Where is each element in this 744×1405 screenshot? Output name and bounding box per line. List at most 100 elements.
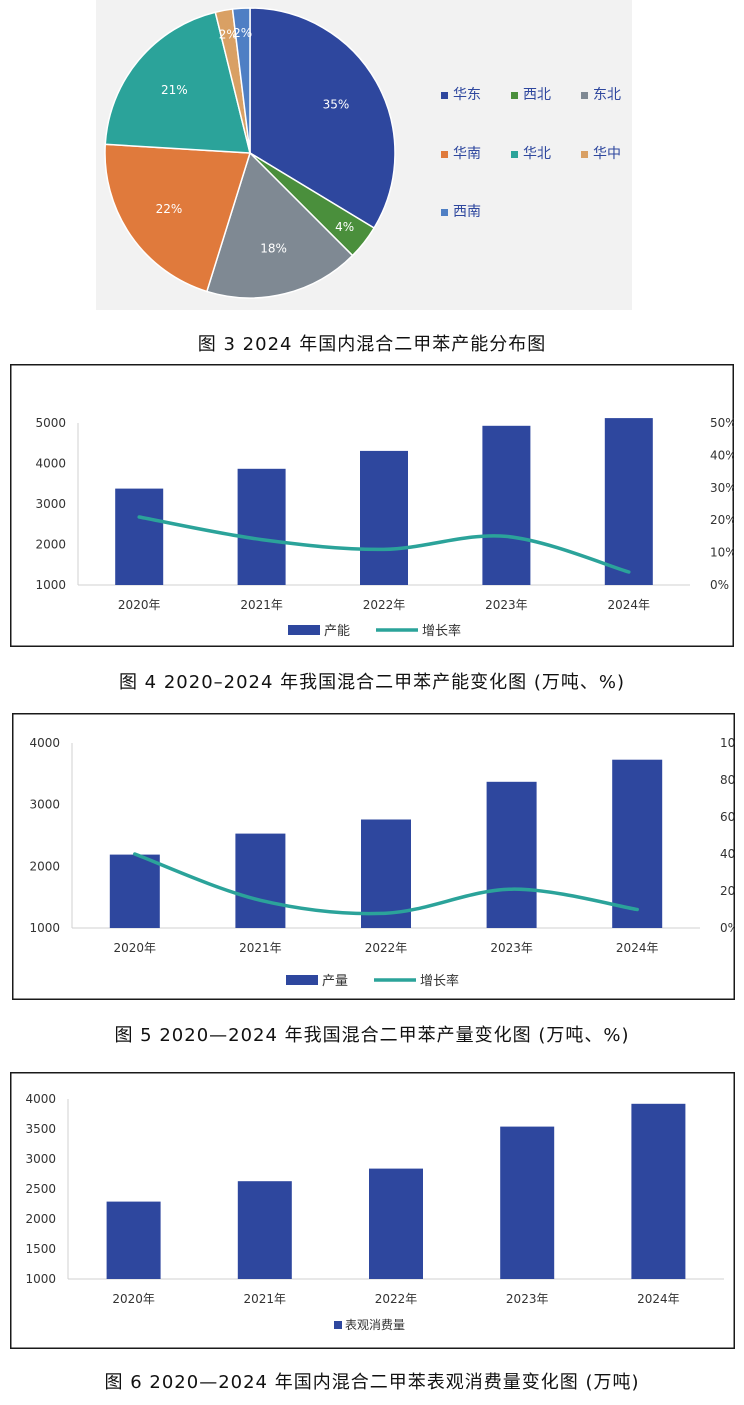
x-tick-label: 2023年: [485, 598, 528, 612]
y-tick-label: 1000: [29, 921, 60, 935]
pie-slice: [104, 143, 252, 293]
legend-label: 产量: [322, 974, 348, 989]
x-tick-label: 2021年: [239, 941, 282, 955]
legend-swatch: [441, 209, 448, 216]
pie-slice-label: 35%: [323, 98, 350, 112]
legend-swatch: [334, 1321, 342, 1329]
y-tick-label: 2000: [35, 538, 66, 552]
y-tick-label: 2000: [29, 859, 60, 873]
x-tick-label: 2020年: [112, 1292, 155, 1306]
y-tick-label: 1000: [35, 578, 66, 592]
figure-6-caption: 图 6 2020—2024 年国内混合二甲苯表观消费量变化图 (万吨): [104, 1372, 640, 1393]
figure-5-caption: 图 5 2020—2024 年我国混合二甲苯产量变化图 (万吨、%): [114, 1025, 630, 1046]
legend-swatch: [286, 975, 318, 985]
legend-label: 增长率: [420, 973, 459, 989]
y-tick-label: 3000: [29, 798, 60, 812]
bar: [369, 1168, 423, 1279]
x-tick-label: 2022年: [365, 941, 408, 955]
legend-swatch: [511, 151, 518, 158]
legend-label: 东北: [593, 87, 621, 103]
legend-swatch: [581, 92, 588, 99]
legend-label: 华北: [523, 146, 551, 162]
legend-label: 表观消费量: [345, 1318, 405, 1332]
bar: [109, 854, 160, 928]
y2-tick-label: 80%: [720, 773, 735, 787]
growth-rate-line: [137, 515, 631, 574]
x-tick-label: 2020年: [114, 941, 157, 955]
capacity-chart: 5000 4000 3000 2000 1000 50% 40% 30% 20% 10% 0% 202…: [10, 364, 737, 647]
pie-slice-label: 18%: [260, 242, 287, 256]
bar: [486, 781, 537, 928]
x-tick-label: 2021年: [240, 598, 283, 612]
y-tick-label: 4000: [25, 1092, 56, 1106]
y2-tick-label: 60%: [720, 810, 735, 824]
legend-swatch: [511, 92, 518, 99]
output-chart: 4000 3000 2000 1000 100% 80% 60% 40% 20% 0% 2020年 2…: [12, 713, 744, 1000]
bar: [604, 418, 653, 585]
bar: [237, 1181, 292, 1279]
legend-label: 华南: [453, 146, 481, 162]
pie-chart-panel: 35% 4% 18% 22% 21% 2% 2% 华东 西北 东北华南 华北 华中西南: [96, 0, 632, 310]
y-tick-label: 5000: [35, 416, 66, 430]
bar: [360, 450, 408, 585]
x-tick-label: 2023年: [490, 941, 533, 955]
y-tick-label: 1000: [25, 1272, 56, 1286]
bar: [482, 425, 531, 585]
y2-tick-label: 10%: [710, 546, 734, 560]
legend-swatch: [441, 92, 448, 99]
capacity-chart-panel: 5000 4000 3000 2000 1000 50% 40% 30% 20% 10% 0% 202…: [10, 364, 737, 647]
bar: [500, 1126, 555, 1279]
x-tick-label: 2022年: [375, 1292, 418, 1306]
y2-tick-label: 30%: [710, 481, 734, 495]
y-tick-label: 3000: [35, 497, 66, 511]
legend-swatch: [288, 625, 320, 635]
bar: [106, 1201, 161, 1279]
pie-slice-label: 2%: [219, 28, 238, 42]
y2-tick-label: 20%: [720, 884, 735, 898]
pie-slice-label: 22%: [156, 202, 183, 216]
bar: [235, 833, 286, 928]
consumption-chart-panel: 4000 3500 3000 2500 2000 1500 1000 2020年 2021年 20…: [10, 1072, 735, 1349]
x-tick-label: 2024年: [608, 598, 651, 612]
legend-label: 华东: [453, 87, 481, 103]
legend-label: 增长率: [422, 623, 461, 639]
y-tick-label: 2500: [25, 1182, 56, 1196]
pie-slice-label: 2%: [233, 26, 252, 40]
consumption-chart: 4000 3500 3000 2500 2000 1500 1000 2020年 2021年 20…: [10, 1072, 735, 1349]
y2-tick-label: 20%: [710, 513, 734, 527]
y-tick-label: 2000: [25, 1212, 56, 1226]
y2-tick-label: 100%: [720, 736, 735, 750]
x-tick-label: 2021年: [244, 1292, 287, 1306]
pie-slice-label: 4%: [335, 220, 354, 234]
bar: [115, 488, 164, 585]
figure-3-caption: 图 3 2024 年国内混合二甲苯产能分布图: [197, 334, 547, 355]
legend-label: 西南: [453, 204, 481, 220]
bar: [237, 468, 286, 585]
legend-label: 产能: [324, 624, 350, 639]
bar: [631, 1103, 686, 1279]
y-tick-label: 3000: [25, 1152, 56, 1166]
pie-slice-label: 21%: [161, 83, 188, 97]
y2-tick-label: 50%: [710, 416, 734, 430]
legend-label: 华中: [593, 146, 621, 162]
x-tick-label: 2024年: [637, 1292, 680, 1306]
legend-label: 西北: [523, 87, 551, 103]
y2-tick-label: 0%: [710, 578, 729, 592]
pie-slice: [231, 7, 251, 154]
output-chart-panel: 4000 3000 2000 1000 100% 80% 60% 40% 20% 0% 2020年 2…: [12, 713, 744, 1000]
y2-tick-label: 0%: [720, 921, 735, 935]
x-tick-label: 2024年: [616, 941, 659, 955]
y2-tick-label: 40%: [710, 448, 734, 462]
y-tick-label: 4000: [35, 457, 66, 471]
pie-slice: [104, 11, 251, 154]
y2-tick-label: 40%: [720, 847, 735, 861]
growth-rate-line: [133, 852, 639, 916]
pie-slice: [205, 151, 354, 299]
y-tick-label: 1500: [25, 1242, 56, 1256]
figure-4-caption: 图 4 2020–2024 年我国混合二甲苯产能变化图 (万吨、%): [118, 672, 626, 693]
y-tick-label: 4000: [29, 736, 60, 750]
x-tick-label: 2022年: [363, 598, 406, 612]
bar: [612, 759, 663, 928]
legend-swatch: [581, 151, 588, 158]
